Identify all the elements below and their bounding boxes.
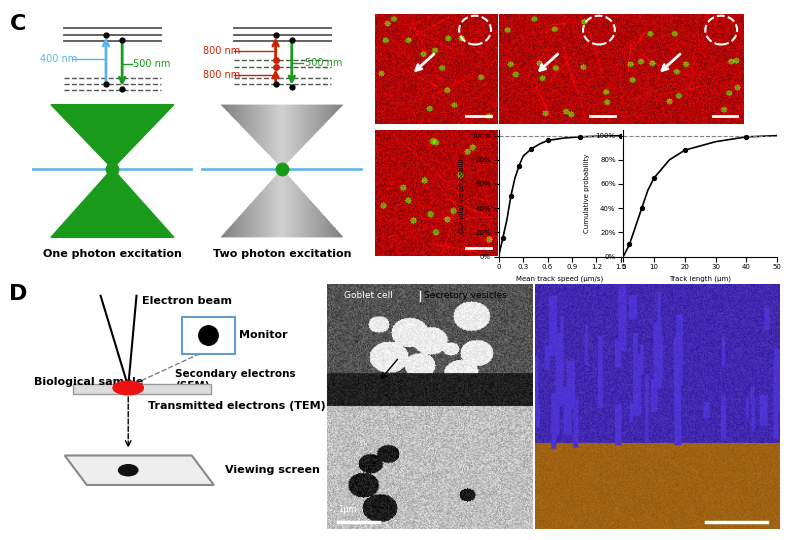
Text: 800 nm: 800 nm [203, 45, 240, 56]
Point [740, 132, 753, 141]
Point [574, 132, 586, 141]
Y-axis label: Cumulative probability: Cumulative probability [459, 153, 466, 233]
Ellipse shape [118, 465, 138, 476]
Text: 1μm: 1μm [338, 505, 357, 515]
FancyBboxPatch shape [182, 316, 234, 354]
Point [679, 146, 691, 154]
Point [635, 204, 648, 212]
Text: Goblet cell: Goblet cell [344, 291, 393, 300]
Text: Biological sample: Biological sample [35, 377, 144, 387]
Point [648, 174, 660, 183]
Text: Viewing screen: Viewing screen [225, 465, 320, 475]
Text: Two photon excitation: Two photon excitation [213, 249, 351, 259]
Text: Secretory vesicles: Secretory vesicles [424, 291, 507, 300]
Text: C: C [9, 14, 26, 33]
Point [615, 131, 627, 140]
Polygon shape [51, 168, 174, 238]
Point [623, 240, 636, 249]
Text: D: D [9, 284, 28, 303]
Text: 500 nm: 500 nm [305, 58, 342, 69]
Point [505, 192, 518, 200]
Text: Electron beam: Electron beam [142, 296, 232, 306]
Text: Monitor: Monitor [238, 330, 287, 340]
Point [513, 161, 525, 170]
Y-axis label: Cumulative probability: Cumulative probability [584, 153, 590, 233]
FancyBboxPatch shape [73, 384, 211, 394]
Text: One photon excitation: One photon excitation [43, 249, 182, 259]
Polygon shape [51, 105, 174, 168]
Ellipse shape [113, 381, 144, 395]
Point [525, 145, 537, 153]
Point [541, 136, 554, 145]
Point [496, 234, 509, 242]
Text: 800 nm: 800 nm [203, 70, 240, 80]
Text: 500 nm: 500 nm [133, 59, 171, 69]
Text: Secondary electrons
(SEM): Secondary electrons (SEM) [175, 369, 296, 391]
Polygon shape [65, 455, 214, 485]
X-axis label: Mean track speed (μm/s): Mean track speed (μm/s) [516, 276, 604, 282]
Text: Transmitted electrons (TEM): Transmitted electrons (TEM) [148, 401, 325, 411]
Text: 400 nm: 400 nm [39, 54, 77, 64]
X-axis label: Track length (μm): Track length (μm) [669, 276, 731, 282]
